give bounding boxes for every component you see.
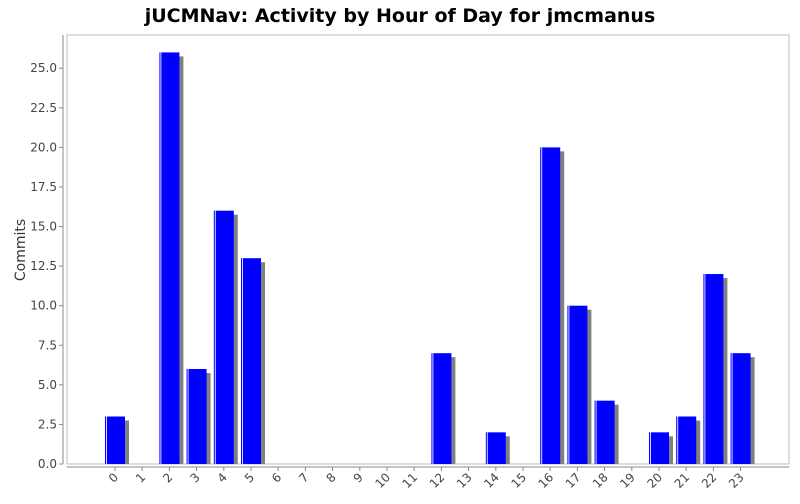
x-tick-label: 16 bbox=[536, 470, 557, 491]
y-tick-label: 12.5 bbox=[30, 259, 57, 273]
x-tick-label: 13 bbox=[454, 470, 475, 491]
x-tick-label: 10 bbox=[372, 470, 393, 491]
x-tick-label: 8 bbox=[323, 470, 338, 485]
y-axis-label: Commits bbox=[13, 219, 29, 281]
bar bbox=[649, 432, 669, 464]
x-tick-label: 11 bbox=[400, 470, 421, 491]
bar bbox=[241, 258, 261, 464]
bars bbox=[105, 52, 755, 465]
y-tick-label: 10.0 bbox=[30, 299, 57, 313]
x-tick-label: 20 bbox=[644, 470, 665, 491]
y-tick-label: 5.0 bbox=[38, 378, 57, 392]
bar bbox=[485, 432, 506, 464]
y-tick-label: 17.5 bbox=[30, 180, 57, 194]
x-axis: 0 1 2 3 4 5 6 7 8 9 10 11 12 13 14 15 16 17 18 19 20 21 22 23 bbox=[67, 466, 789, 491]
x-tick-label: 14 bbox=[481, 470, 502, 491]
x-tick-label: 19 bbox=[617, 470, 638, 491]
x-tick-label: 9 bbox=[351, 470, 366, 485]
bar bbox=[703, 274, 724, 464]
bar bbox=[159, 52, 180, 465]
x-tick-label: 0 bbox=[106, 470, 121, 485]
bar bbox=[730, 353, 751, 464]
x-tick-label: 21 bbox=[672, 470, 693, 491]
y-axis: 0.0 2.5 5.0 7.5 10.0 12.5 15.0 17.5 20.0 22.5 25.0 bbox=[30, 35, 64, 471]
x-tick-label: 7 bbox=[296, 470, 311, 485]
x-tick-label: 17 bbox=[563, 470, 584, 491]
x-tick-label: 4 bbox=[215, 470, 230, 485]
bar bbox=[105, 416, 125, 464]
bar bbox=[567, 305, 588, 464]
chart-title: jUCMNav: Activity by Hour of Day for jmc… bbox=[144, 5, 656, 27]
bar bbox=[213, 210, 234, 464]
y-tick-label: 15.0 bbox=[30, 220, 57, 234]
y-tick-label: 25.0 bbox=[30, 61, 57, 75]
y-tick-label: 22.5 bbox=[30, 101, 57, 115]
x-tick-label: 1 bbox=[133, 470, 148, 485]
x-tick-label: 22 bbox=[699, 470, 720, 491]
bar bbox=[594, 400, 615, 464]
y-tick-label: 20.0 bbox=[30, 140, 57, 154]
x-tick-label: 15 bbox=[508, 470, 529, 491]
x-tick-label: 5 bbox=[242, 470, 257, 485]
bar bbox=[676, 416, 697, 464]
x-tick-label: 18 bbox=[590, 470, 611, 491]
y-tick-label: 0.0 bbox=[38, 457, 57, 471]
x-tick-label: 12 bbox=[427, 470, 448, 491]
x-tick-label: 3 bbox=[187, 470, 202, 485]
x-tick-label: 6 bbox=[269, 470, 284, 485]
x-tick-label: 23 bbox=[726, 470, 747, 491]
y-tick-label: 2.5 bbox=[38, 417, 57, 431]
bar bbox=[431, 353, 452, 464]
y-tick-label: 7.5 bbox=[38, 338, 57, 352]
bar bbox=[186, 369, 207, 464]
bar bbox=[540, 147, 561, 464]
x-tick-label: 2 bbox=[160, 470, 175, 485]
